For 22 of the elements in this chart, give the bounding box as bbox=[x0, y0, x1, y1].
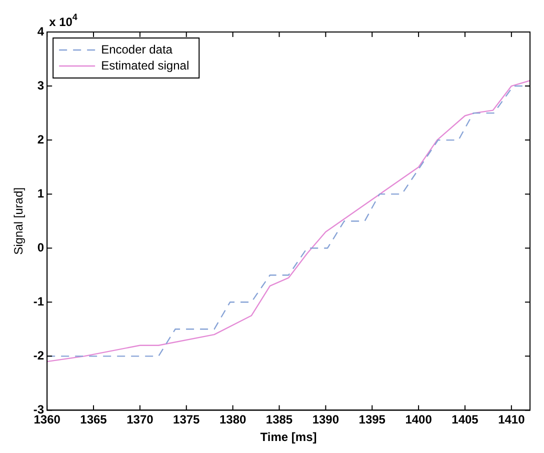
legend-label: Encoder data bbox=[101, 42, 173, 56]
x-tick-label: 1395 bbox=[358, 412, 386, 427]
x-tick-label: 1370 bbox=[126, 412, 154, 427]
x-tick-label: 1410 bbox=[498, 412, 526, 427]
y-tick-label: -1 bbox=[33, 294, 44, 308]
x-tick-label: 1375 bbox=[173, 412, 200, 427]
y-tick-label: 2 bbox=[37, 132, 44, 146]
x-tick-label: 1380 bbox=[219, 412, 246, 427]
x-tick-label: 1400 bbox=[405, 412, 432, 427]
y-tick-label: 4 bbox=[37, 24, 44, 38]
y-tick-label: -2 bbox=[33, 348, 44, 362]
y-tick-label: 0 bbox=[37, 240, 44, 254]
x-tick-label: 1405 bbox=[452, 412, 479, 427]
y-tick-label: 3 bbox=[37, 78, 44, 92]
x-tick-label: 1365 bbox=[80, 412, 108, 427]
legend-label: Estimated signal bbox=[101, 58, 190, 72]
x-tick-label: 1390 bbox=[312, 412, 340, 427]
x-tick-label: 1385 bbox=[266, 412, 293, 427]
y-tick-label: 1 bbox=[37, 186, 44, 200]
x-axis-title: Time [ms] bbox=[260, 430, 317, 444]
y-axis-title: Signal [urad] bbox=[12, 187, 26, 255]
x-tick-label: 1360 bbox=[34, 412, 61, 427]
